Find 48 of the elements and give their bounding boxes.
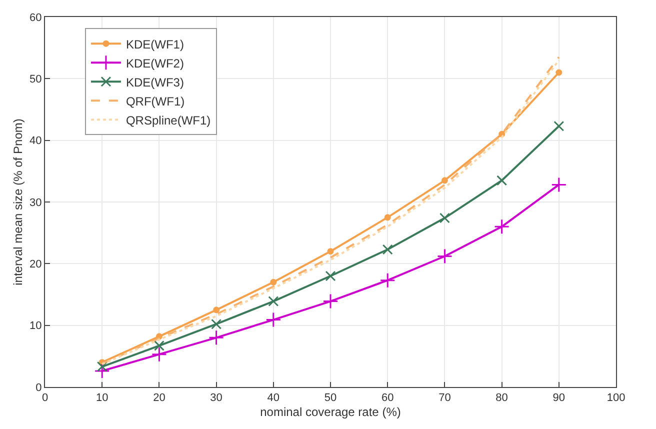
x-tick-label: 50 xyxy=(324,392,337,404)
point xyxy=(436,248,452,264)
y-tick-label: 0 xyxy=(36,382,42,394)
legend-label: QRSpline(WF1) xyxy=(126,113,211,128)
x-tick-label: 20 xyxy=(153,392,166,404)
point xyxy=(494,218,510,234)
legend-label: KDE(WF1) xyxy=(126,37,184,52)
point xyxy=(384,214,391,221)
legend-label: KDE(WF3) xyxy=(126,75,184,90)
x-tick-label: 10 xyxy=(96,392,108,404)
point xyxy=(268,296,279,307)
point xyxy=(556,69,562,76)
point xyxy=(441,177,448,184)
x-tick-label: 100 xyxy=(606,392,626,404)
point xyxy=(439,212,450,224)
point xyxy=(327,248,334,255)
point xyxy=(551,176,567,192)
x-axis-title: nominal coverage rate (%) xyxy=(260,405,401,420)
point xyxy=(96,361,108,372)
y-tick-label: 30 xyxy=(30,196,42,209)
point xyxy=(208,330,224,346)
point xyxy=(154,340,164,351)
x-tick-label: 40 xyxy=(267,392,280,404)
point xyxy=(382,244,393,255)
point xyxy=(554,120,564,132)
y-axis-title: interval mean size (% of Pnom) xyxy=(10,118,25,286)
y-tick-label: 50 xyxy=(30,74,42,86)
point xyxy=(151,346,167,362)
y-tick-label: 40 xyxy=(30,135,42,148)
x-tick-label: 30 xyxy=(210,392,222,404)
x-tick-label: 90 xyxy=(552,392,566,404)
point xyxy=(322,294,338,310)
y-tick-label: 20 xyxy=(30,258,42,271)
legend-label: QRF(WF1) xyxy=(126,94,185,108)
point xyxy=(211,318,222,330)
point xyxy=(213,306,220,314)
point xyxy=(496,175,508,186)
point xyxy=(270,278,277,286)
point xyxy=(380,272,396,288)
point xyxy=(94,363,110,379)
x-tick-label: 70 xyxy=(438,392,451,404)
x-tick-label: 60 xyxy=(381,392,394,404)
point xyxy=(325,270,336,282)
y-tick-label: 10 xyxy=(30,320,42,332)
legend-label: KDE(WF2) xyxy=(126,56,184,70)
y-tick-label: 60 xyxy=(30,12,42,24)
point xyxy=(266,312,282,328)
x-tick-label: 80 xyxy=(496,392,508,404)
